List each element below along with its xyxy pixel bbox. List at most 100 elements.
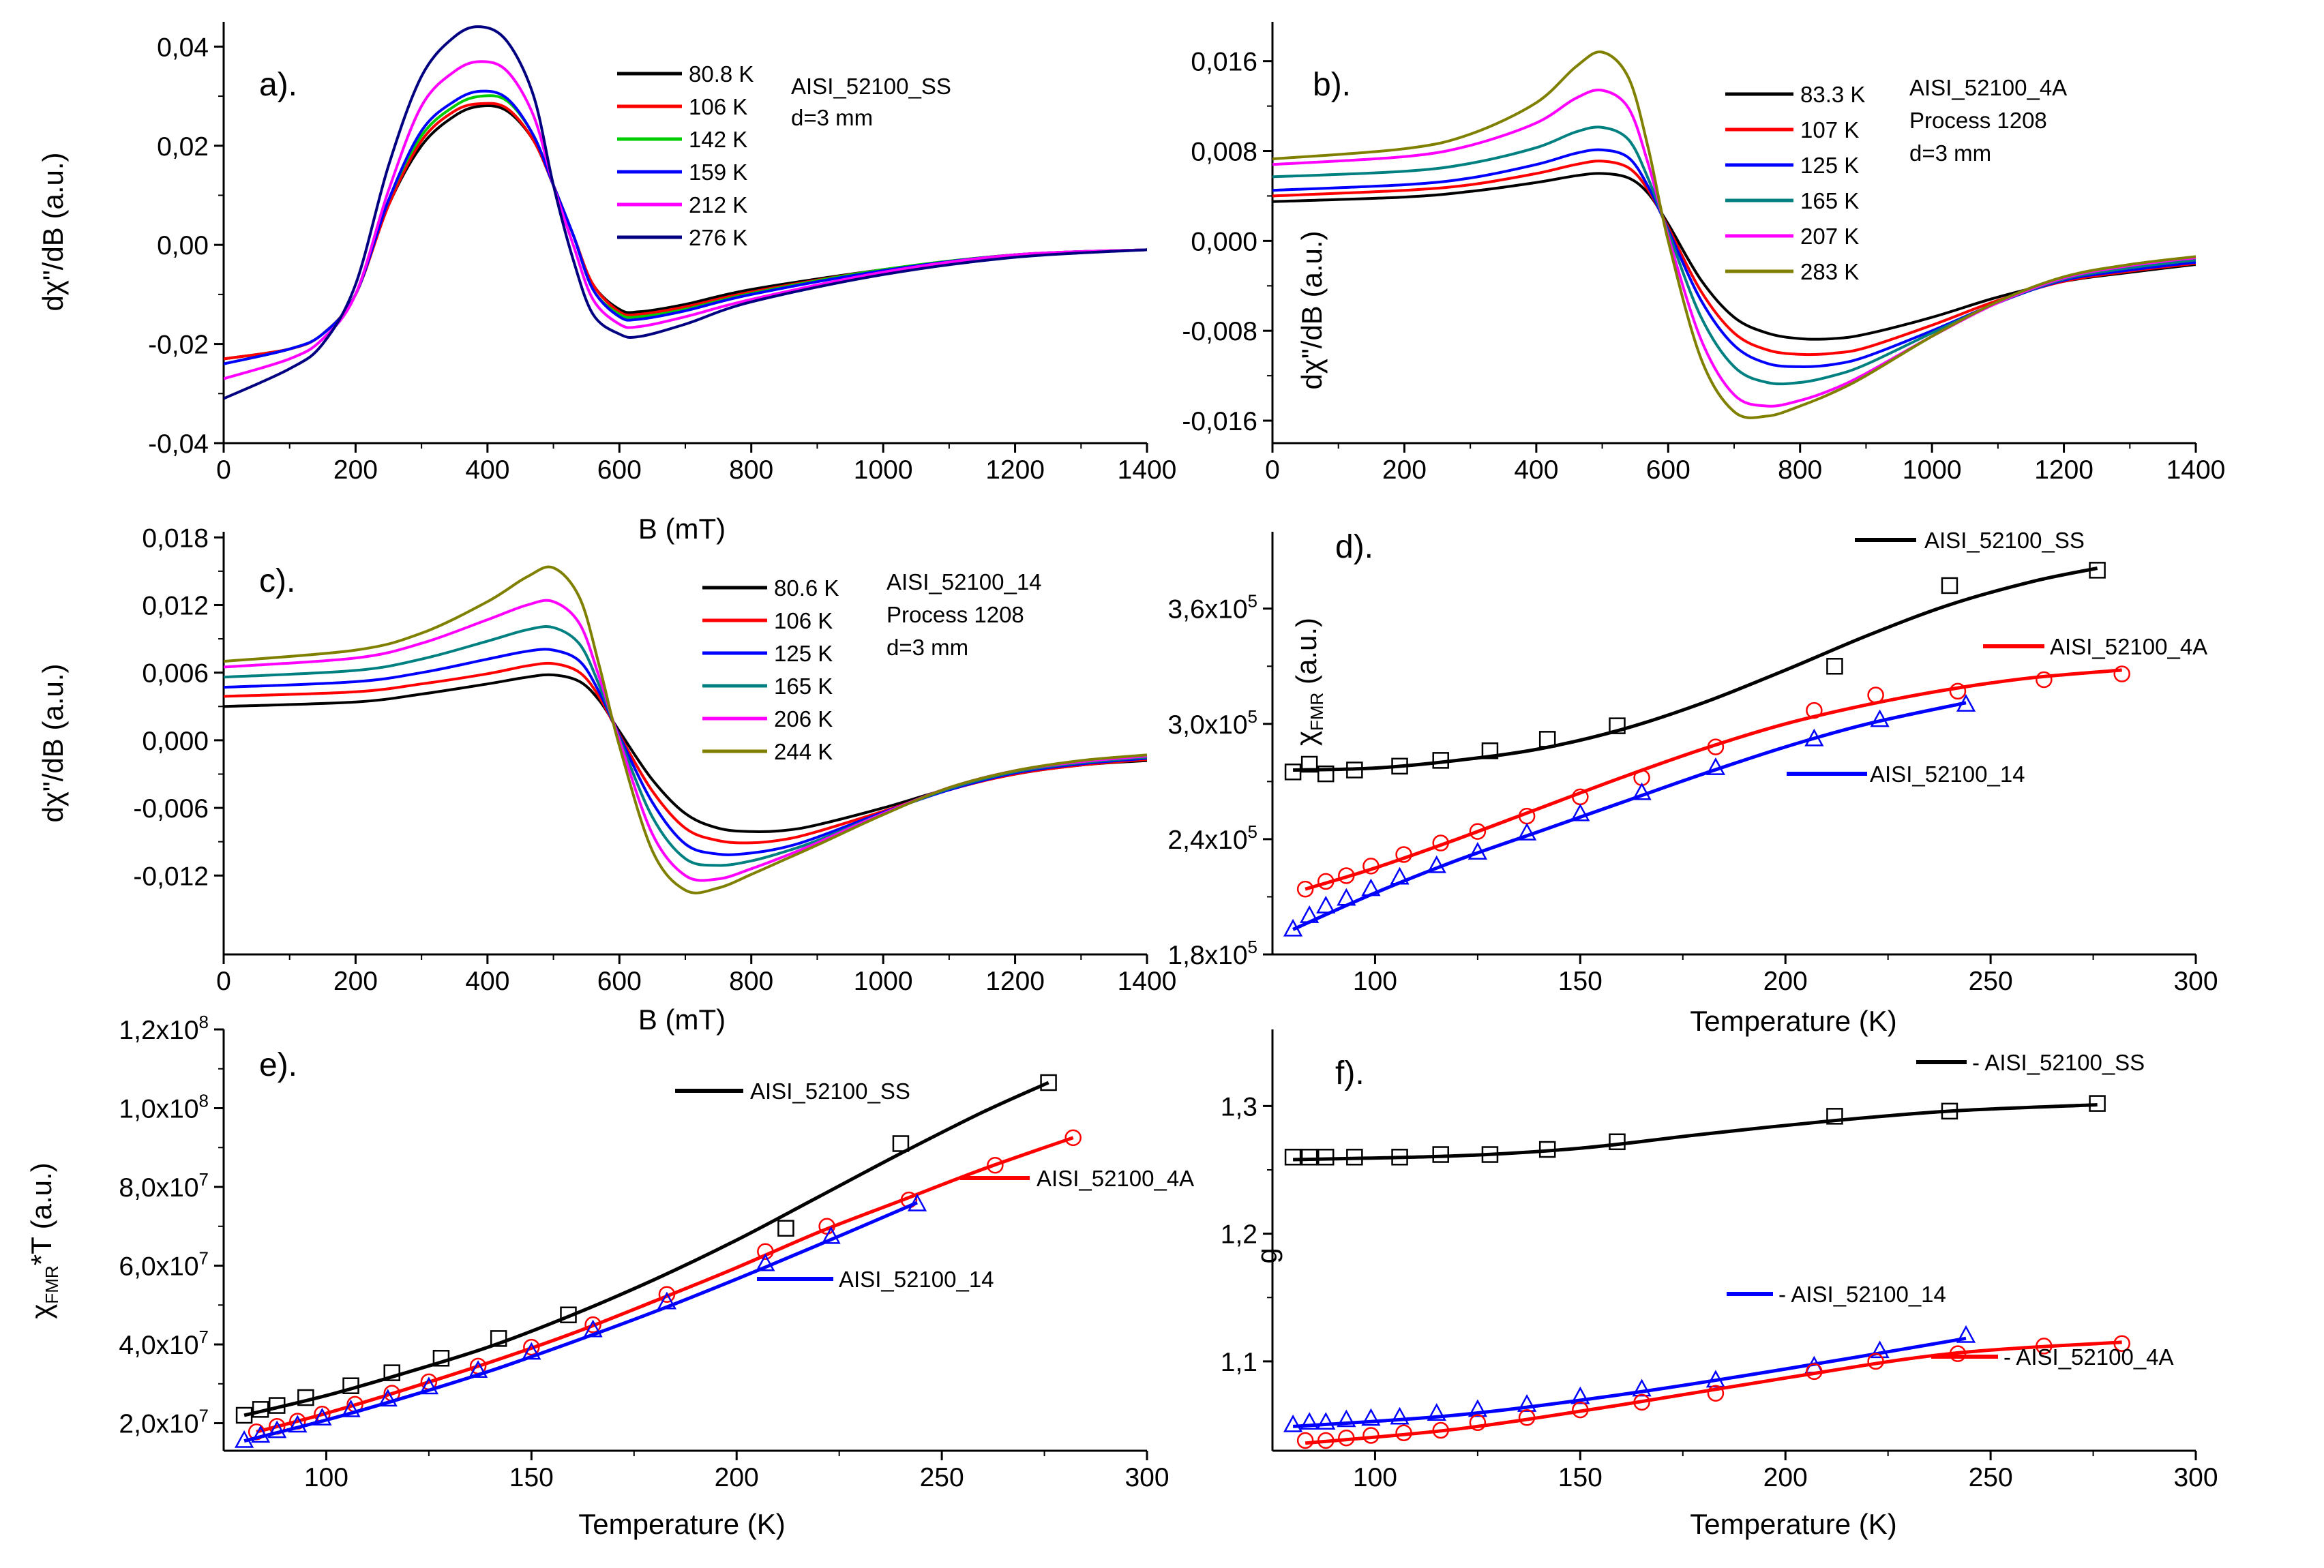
panel-a-legend-label: 142 K bbox=[689, 127, 747, 152]
panel-e-legend-label: AISI_52100_SS bbox=[750, 1079, 910, 1104]
panel-c-x-tick-label: 600 bbox=[597, 967, 642, 996]
panel-f-data-point bbox=[1517, 1393, 1537, 1412]
panel-e-fit-line bbox=[243, 1201, 918, 1443]
panel-d-data-point bbox=[1870, 709, 1890, 727]
panel-b-legend-label: 283 K bbox=[1800, 259, 1859, 284]
panel-d-data-point bbox=[1469, 823, 1487, 840]
panel-f-data-point bbox=[1362, 1427, 1380, 1444]
panel-e-data-point bbox=[468, 1360, 488, 1378]
panel-c-y-tick-label: 0,006 bbox=[142, 659, 209, 689]
panel-a-x-tick-label: 0 bbox=[216, 455, 231, 485]
panel-c-x-tick-label: 1000 bbox=[854, 967, 913, 996]
panel-b-x-tick-label: 1400 bbox=[2166, 455, 2226, 485]
panel-b-series-line bbox=[1272, 160, 2196, 357]
panel-f-legend-label: - AISI_52100_4A bbox=[2003, 1344, 2174, 1370]
panel-e-data-point bbox=[523, 1338, 540, 1356]
panel-a-legend-label: 159 K bbox=[689, 160, 747, 185]
panel-c-legend-label: 106 K bbox=[774, 608, 833, 633]
panel-f-y-tick-label: 1,1 bbox=[1221, 1348, 1257, 1377]
panel-a-x-axis-label: B (mT) bbox=[638, 513, 726, 545]
panel-d-fit-line bbox=[1293, 567, 2098, 772]
panel-b-annotation: AISI_52100_4A bbox=[1909, 75, 2067, 100]
panel-e-data-point bbox=[583, 1319, 603, 1338]
panel-e-data-point bbox=[251, 1425, 271, 1443]
panel-e-data-point bbox=[757, 1243, 774, 1260]
panel-f-x-axis-label: Temperature (K) bbox=[1690, 1508, 1896, 1540]
panel-e-data-point bbox=[1064, 1129, 1082, 1147]
panel-c-series-line bbox=[224, 673, 1147, 833]
panel-c-y-axis-label: dχ"/dB (a.u.) bbox=[37, 663, 69, 822]
panel-a-legend-label: 212 K bbox=[689, 192, 747, 217]
panel-e-data-point bbox=[658, 1286, 676, 1303]
panel-b-plot-area bbox=[1272, 50, 2196, 419]
panel-f-data-point bbox=[1469, 1414, 1487, 1432]
panel-b-x-tick-label: 0 bbox=[1265, 455, 1280, 485]
panel-b-annotation: d=3 mm bbox=[1909, 140, 1991, 166]
panel-a-x-tick-label: 1200 bbox=[985, 455, 1045, 485]
panel-a-x-tick-label: 800 bbox=[729, 455, 773, 485]
panel-d-data-point bbox=[1941, 577, 1958, 594]
panel-b-legend-label: 107 K bbox=[1800, 117, 1859, 142]
panel-c-x-tick-label: 1200 bbox=[985, 967, 1045, 996]
panel-a-series-line bbox=[224, 102, 1147, 361]
panel-b-y-tick-label: 0,016 bbox=[1191, 48, 1257, 77]
panel-c-annotation: Process 1208 bbox=[887, 602, 1024, 627]
panel-c-legend-label: 206 K bbox=[774, 706, 833, 732]
panel-d-data-point bbox=[1632, 782, 1652, 800]
panel-d-data-point bbox=[2089, 562, 2106, 579]
panel-a-y-tick-label: -0,04 bbox=[148, 429, 209, 459]
panel-c-x-tick-label: 400 bbox=[465, 967, 509, 996]
panel-d-x-tick-label: 250 bbox=[1969, 967, 2013, 996]
panel-a-annotation: d=3 mm bbox=[791, 105, 873, 130]
panel-d: 100 150 200 250 300 1,8x105 2,4x105 3,0x105 3,6x… bbox=[1167, 528, 2218, 1037]
panel-f-data-point bbox=[1609, 1133, 1626, 1151]
panel-d-data-point bbox=[2113, 665, 2130, 682]
panel-e-y-tick-label: 4,0x107 bbox=[119, 1327, 209, 1360]
panel-c-y-tick-label: 0,012 bbox=[142, 591, 209, 620]
panel-b-x-tick-label: 400 bbox=[1514, 455, 1558, 485]
panel-b-y-tick-label: -0,016 bbox=[1182, 407, 1257, 436]
panel-f-data-point bbox=[1317, 1149, 1335, 1166]
panel-a-y-tick-label: 0,00 bbox=[157, 231, 209, 260]
panel-e-fit-line bbox=[256, 1136, 1074, 1434]
panel-f-data-point bbox=[1707, 1385, 1725, 1402]
panel-d-data-point bbox=[1300, 755, 1318, 773]
panel-e-data-point bbox=[987, 1157, 1004, 1174]
panel-e-data-point bbox=[432, 1350, 450, 1367]
panel-e-data-point bbox=[252, 1401, 269, 1418]
panel-f-y-tick-label: 1,2 bbox=[1221, 1220, 1257, 1250]
panel-a-y-axis-label: dχ"/dB (a.u.) bbox=[37, 152, 69, 311]
panel-d-data-point bbox=[1346, 762, 1363, 779]
panel-d-data-point bbox=[1949, 682, 1967, 700]
panel-f-fit-line bbox=[1305, 1340, 2122, 1445]
panel-e-data-point bbox=[756, 1253, 775, 1271]
panel-e-data-point bbox=[560, 1306, 577, 1323]
panel-d-data-point bbox=[1468, 842, 1487, 860]
panel-f-x-tick-label: 100 bbox=[1353, 1463, 1397, 1492]
panel-d-data-point bbox=[1391, 757, 1408, 775]
panel-d-data-point bbox=[1395, 846, 1412, 863]
panel-f-data-point bbox=[1870, 1340, 1890, 1359]
panel-b-panel-label: b). bbox=[1313, 67, 1351, 103]
panel-f-data-point bbox=[1632, 1378, 1652, 1397]
panel-f-data-point bbox=[1395, 1424, 1412, 1442]
panel-d-data-point bbox=[1432, 834, 1449, 851]
panel-f-data-point bbox=[1432, 1421, 1449, 1439]
panel-e-data-point bbox=[419, 1376, 438, 1395]
panel-d-legend-label: AISI_52100_14 bbox=[1870, 762, 2025, 787]
panel-f: 100 150 200 250 300 1,1 1,2 1,3 f). Temperature (… bbox=[1221, 1029, 2218, 1540]
panel-f-data-point bbox=[1941, 1102, 1958, 1120]
panel-c-series-line bbox=[224, 648, 1147, 856]
panel-f-fit-line bbox=[1292, 1336, 1967, 1428]
panel-b-y-tick-label: -0,008 bbox=[1182, 317, 1257, 346]
panel-a-plot-area bbox=[224, 25, 1147, 400]
panel-e-data-point bbox=[234, 1430, 254, 1448]
panel-b-x-tick-label: 1000 bbox=[1903, 455, 1962, 485]
panel-f-data-point bbox=[1518, 1409, 1536, 1426]
panel-c-legend-label: 165 K bbox=[774, 674, 833, 699]
panel-c-panel-label: c). bbox=[259, 563, 295, 599]
panel-e-data-point bbox=[584, 1316, 601, 1333]
panel-f-data-point bbox=[1300, 1412, 1320, 1430]
panel-d-data-point bbox=[1517, 822, 1537, 841]
